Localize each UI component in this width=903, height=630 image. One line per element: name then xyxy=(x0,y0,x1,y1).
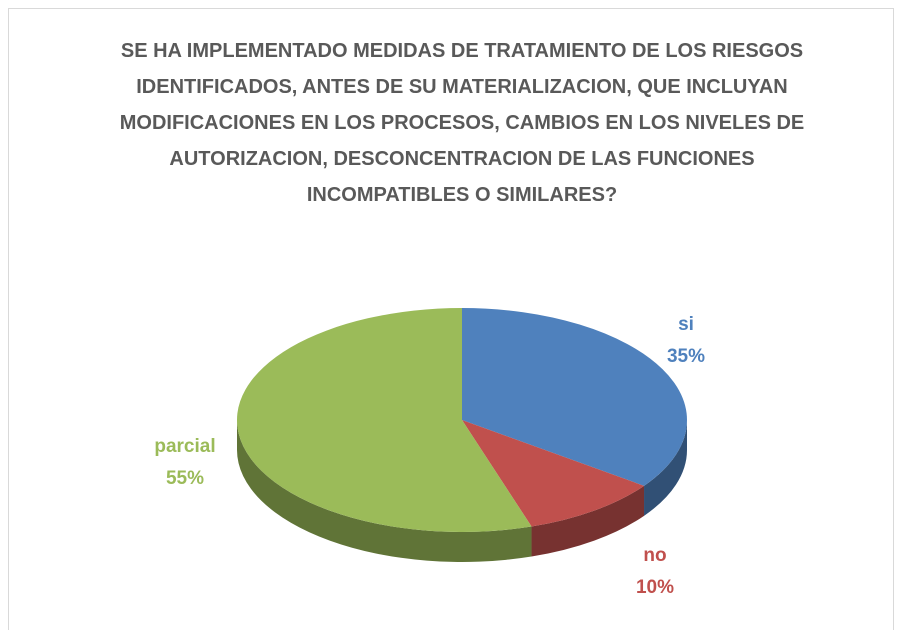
pie-slice-side xyxy=(237,420,532,562)
chart-frame xyxy=(8,8,894,630)
pie-slice xyxy=(462,308,687,486)
chart-title: SE HA IMPLEMENTADO MEDIDAS DE TRATAMIENT… xyxy=(119,40,805,206)
pie-slice-side xyxy=(531,485,645,557)
pie-slice xyxy=(236,308,532,532)
data-label-value: 35% xyxy=(667,346,705,367)
data-label-value: 10% xyxy=(636,577,674,598)
pie-slice xyxy=(462,420,645,527)
data-label-value: 55% xyxy=(166,468,204,489)
pie-slice-side xyxy=(644,420,687,516)
data-label-category: parcial xyxy=(154,436,215,457)
data-label-category: si xyxy=(678,314,694,335)
data-label-category: no xyxy=(643,545,666,566)
